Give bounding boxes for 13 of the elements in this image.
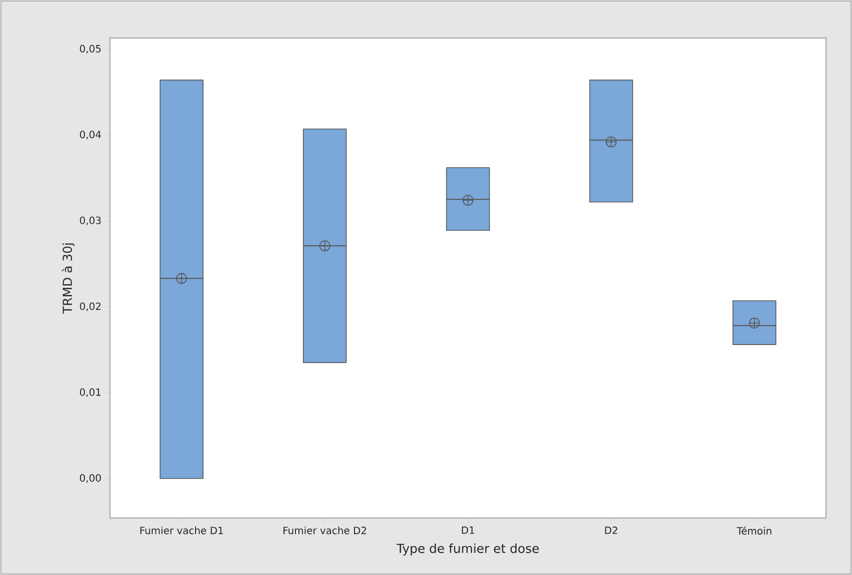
y-tick-label: 0,00 (80, 474, 101, 483)
y-axis-title: TRMD à 30j (62, 243, 74, 314)
y-tick-label: 0,05 (80, 44, 101, 54)
y-tick-label: 0,04 (80, 130, 101, 140)
x-axis-title: Type de fumier et dose (396, 543, 539, 556)
y-tick-label: 0,01 (80, 388, 101, 397)
y-tick-label: 0,03 (80, 216, 101, 226)
x-tick-label: Fumier vache D2 (284, 526, 366, 534)
x-tick-label: D1 (462, 526, 474, 534)
x-tick-label: Témoin (736, 526, 772, 535)
y-tick-label: 0,02 (80, 302, 100, 312)
x-tick-label: Fumier vache D1 (140, 526, 223, 534)
x-tick-label: D2 (605, 526, 618, 534)
